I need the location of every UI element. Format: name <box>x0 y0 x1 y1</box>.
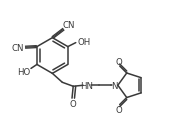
Text: HO: HO <box>17 67 31 76</box>
Text: O: O <box>115 105 122 114</box>
Text: CN: CN <box>12 44 24 53</box>
Text: O: O <box>70 99 77 108</box>
Text: CN: CN <box>63 21 75 30</box>
Text: HN: HN <box>81 81 94 90</box>
Text: O: O <box>115 57 122 66</box>
Text: N: N <box>112 81 118 90</box>
Text: OH: OH <box>77 38 90 47</box>
